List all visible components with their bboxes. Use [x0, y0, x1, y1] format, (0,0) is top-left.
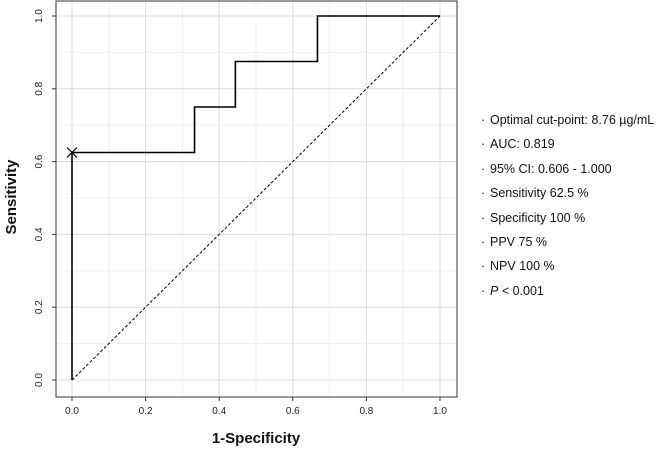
bullet-icon: · — [481, 234, 486, 249]
y-tick-label: 0.6 — [34, 154, 45, 168]
bullet-icon: · — [481, 283, 486, 298]
axis-ticks: 0.0 0.2 0.4 0.6 0.8 1.0 0.0 0.2 0.4 0.6 0.8 1.0 — [34, 9, 447, 417]
x-tick-label: 0.4 — [212, 406, 226, 417]
optimal-point-marker — [66, 147, 78, 158]
stat-item: · PPV 75 % — [481, 230, 665, 254]
stat-item: · 95% CI: 0.606 - 1.000 — [481, 157, 665, 181]
bullet-icon: · — [481, 210, 486, 225]
stat-label: PPV — [490, 234, 519, 249]
x-tick-label: 0.8 — [359, 406, 373, 417]
grid-lines — [57, 2, 456, 396]
stat-label: AUC: — [490, 137, 524, 152]
stat-value: 75 % — [518, 234, 548, 249]
stat-label: Sensitivity — [490, 186, 550, 201]
stat-item: · Optimal cut-point: 8.76 µg/mL — [481, 108, 665, 132]
stat-value: 8.76 µg/mL — [591, 113, 655, 127]
stat-item: · Sensitivity 62.5 % — [481, 181, 665, 205]
stat-label: Optimal cut-point: — [490, 113, 592, 127]
stat-item: · Specificity 100 % — [481, 206, 665, 230]
stat-label: 95% CI: — [490, 161, 538, 176]
stat-value: 100 % — [549, 210, 586, 225]
roc-curve-line — [71, 15, 440, 380]
series-group — [66, 15, 441, 381]
stat-value: 0.606 - 1.000 — [537, 161, 612, 176]
y-tick-label: 0.4 — [34, 227, 45, 241]
bullet-icon: · — [481, 137, 486, 152]
bullet-icon: · — [481, 186, 486, 201]
bullet-icon: · — [481, 259, 486, 274]
x-tick-label: 0.0 — [65, 406, 79, 417]
stat-value: 100 % — [519, 259, 555, 274]
x-tick-label: 0.6 — [286, 406, 300, 417]
roc-chart: 0.0 0.2 0.4 0.6 0.8 1.0 0.0 0.2 0.4 0.6 0.8 1.0 1-S… — [3, 0, 458, 447]
stat-item: · NPV 100 % — [481, 254, 665, 278]
bullet-icon: · — [481, 113, 486, 127]
reference-diagonal-line — [71, 15, 441, 381]
x-tick-label: 1.0 — [433, 406, 447, 417]
y-axis-title: Sensitivity — [3, 159, 20, 235]
stat-label: P — [490, 283, 499, 298]
stats-list: · Optimal cut-point: 8.76 µg/mL · AUC: 0.81… — [481, 108, 665, 303]
y-tick-label: 0.8 — [34, 81, 45, 95]
stat-value: < 0.001 — [498, 283, 544, 298]
stat-label: NPV — [490, 259, 520, 274]
bullet-icon: · — [481, 161, 486, 176]
stat-item: · P < 0.001 — [481, 279, 665, 303]
stat-value: 0.819 — [523, 137, 555, 152]
stat-label: Specificity — [490, 210, 550, 225]
y-tick-label: 0.2 — [34, 300, 45, 314]
stat-item: · AUC: 0.819 — [481, 132, 665, 156]
stat-value: 62.5 % — [549, 186, 589, 201]
x-axis-title: 1-Specificity — [212, 430, 301, 447]
y-tick-label: 1.0 — [34, 9, 45, 23]
x-tick-label: 0.2 — [139, 406, 153, 417]
y-tick-label: 0.0 — [34, 373, 45, 387]
